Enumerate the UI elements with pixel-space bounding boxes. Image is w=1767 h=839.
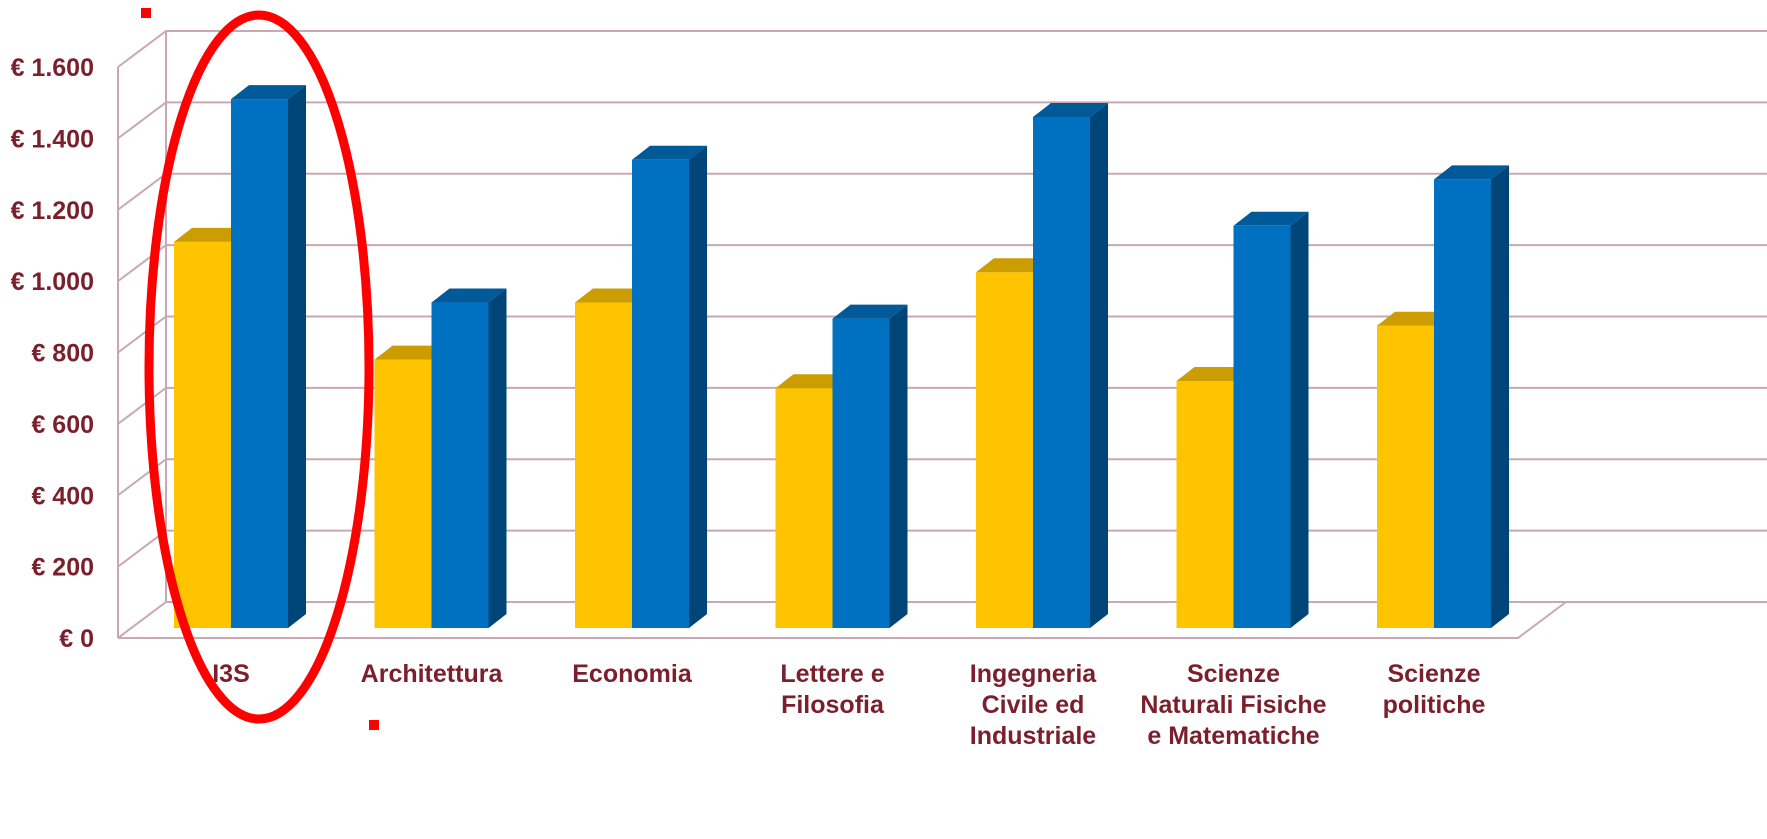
bar-top [632,145,707,160]
bar-blue [1434,165,1509,628]
bar-top [231,85,306,100]
bar-top [1233,211,1309,226]
bar-front [976,272,1033,628]
bar-front [431,302,489,628]
bar-top [575,288,650,303]
bar-top [174,227,249,242]
floor-edge [118,601,1567,639]
bar-side [1290,211,1309,628]
bar-side [1090,102,1108,628]
bar-front [575,302,632,628]
bar-top [775,374,851,389]
bar-top [976,258,1051,273]
y-tick-label: € 0 [59,625,94,653]
bar-front [1176,381,1234,628]
highlight-ellipse [144,10,374,724]
bar-side [1491,165,1509,628]
bar-blue [1233,211,1309,628]
y-tick-label: € 600 [31,411,94,439]
x-tick-label: Scienze politiche [1383,660,1486,719]
bar-blue [431,288,507,628]
gridline [117,30,1767,68]
bar-blue [1033,102,1108,629]
bar-side [288,85,306,628]
bar-front [775,388,833,628]
y-tick-label: € 800 [31,340,94,368]
x-tick-label: Economia [572,660,693,688]
bar-front [832,318,890,628]
bar-front [174,241,231,628]
selection-handle [369,720,379,730]
bar-front [1033,116,1090,629]
x-tick-label: Ingegneria Civile ed Industriale [970,660,1098,750]
bar-top [1176,367,1252,382]
x-axis-ticks: I3S Architettura Economia Lettere e Filosofi… [212,660,1485,750]
bar-top [1033,102,1108,117]
y-axis-ticks: € 0 € 200 € 400 € 600 € 800 € 1.000 € 1.200 € 1… [11,54,94,653]
x-tick-label: Architettura [361,660,504,688]
gridline [117,172,1767,211]
bar-top [832,304,908,319]
bar-top [374,345,450,360]
x-tick-label: Lettere e Filosofia [780,660,885,719]
bar-front [1233,225,1291,628]
gridline [117,601,1767,639]
bar-blue [632,145,707,628]
selection-handle [141,8,151,18]
bars [174,85,1509,629]
bar-front [1434,179,1491,628]
bar-front [1377,325,1434,628]
bar-side [488,288,507,628]
gridline [117,101,1767,140]
bar-blue [231,85,306,628]
x-tick-label: Scienze Naturali Fisiche e Matematiche [1140,660,1326,750]
bar-side [689,145,707,628]
gridline [117,244,1767,282]
y-tick-label: € 1.000 [11,268,94,296]
x-tick-label: I3S [212,660,250,688]
bar-front [632,159,689,628]
bar-front [374,359,432,628]
y-tick-label: € 200 [31,554,94,582]
y-tick-label: € 1.400 [11,125,94,153]
y-tick-label: € 1.600 [11,54,94,82]
y-tick-label: € 1.200 [11,197,94,225]
bar-blue [832,304,908,628]
annotation [141,8,379,730]
bar-top [1377,311,1452,326]
gridline [117,315,1767,354]
bar-front [231,99,288,628]
bar-top [431,288,507,303]
y-tick-label: € 400 [31,482,94,510]
bar-top [1434,165,1509,180]
bar-side [889,304,908,628]
gridline [117,529,1767,568]
